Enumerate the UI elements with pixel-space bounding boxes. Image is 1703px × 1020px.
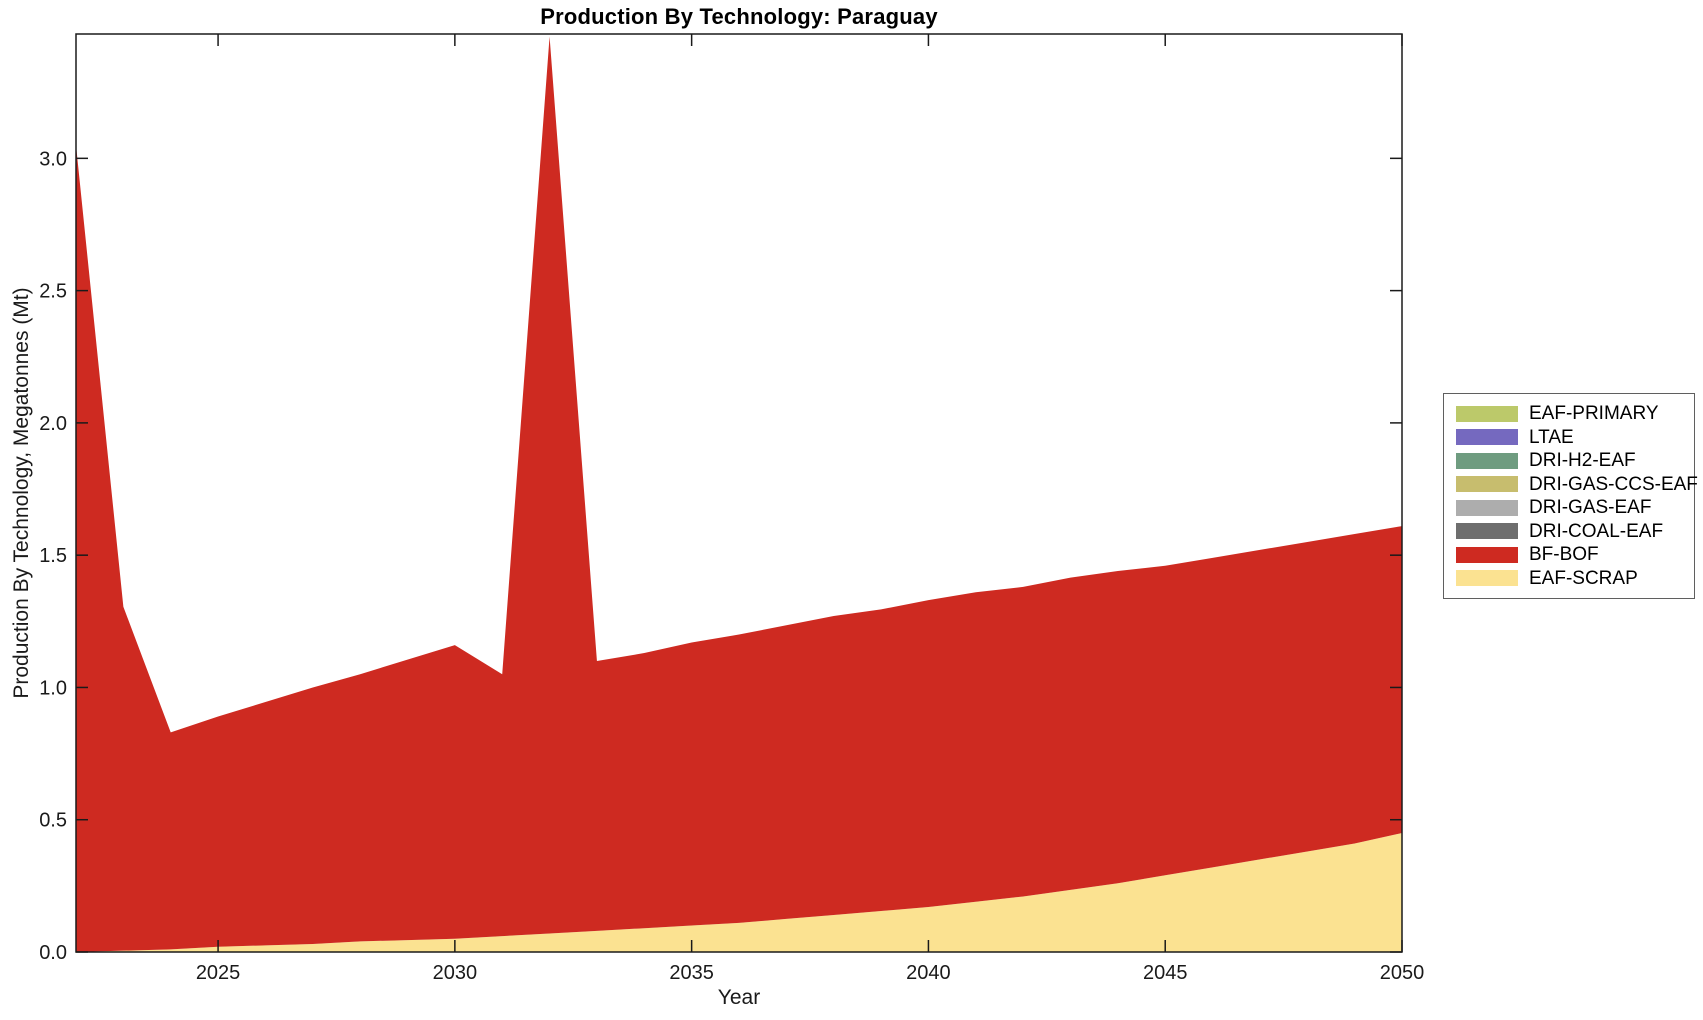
legend-item-ltae: LTAE [1456,426,1684,450]
y-tick-label: 2.0 [39,413,67,435]
x-tick-label: 2040 [906,962,951,984]
legend-item-eaf-scrap: EAF-SCRAP [1456,567,1684,591]
legend-label: EAF-PRIMARY [1529,403,1659,425]
legend-item-eaf-primary: EAF-PRIMARY [1456,402,1684,426]
y-tick-label: 1.0 [39,677,67,699]
y-tick-label: 2.5 [39,281,67,303]
chart-title: Production By Technology: Paraguay [540,4,938,29]
legend-swatch-icon [1456,570,1518,587]
legend-swatch-icon [1456,476,1518,493]
legend-item-dri-coal-eaf: DRI-COAL-EAF [1456,520,1684,544]
x-axis-label: Year [717,986,761,1009]
x-tick-label: 2035 [669,962,714,984]
y-tick-label: 1.5 [39,545,67,567]
legend-label: BF-BOF [1529,544,1599,566]
area-series-eaf-scrap [76,832,1402,952]
y-tick-label: 0.0 [39,942,67,964]
legend-label: EAF-SCRAP [1529,567,1638,589]
legend-item-dri-gas-eaf: DRI-GAS-EAF [1456,496,1684,520]
x-tick-label: 2050 [1380,962,1425,984]
legend-swatch-icon [1456,546,1518,563]
legend-swatch-icon [1456,405,1518,422]
legend-swatch-icon [1456,452,1518,469]
legend-label: DRI-GAS-EAF [1529,497,1652,519]
legend-label: LTAE [1529,426,1574,448]
y-axis-label: Production By Technology, Megatonnes (Mt… [10,287,33,699]
area-series-bf-bof [76,36,1402,952]
legend-swatch-icon [1456,429,1518,446]
legend-label: DRI-GAS-CCS-EAF [1529,473,1698,495]
y-tick-label: 3.0 [39,148,67,170]
legend-item-dri-gas-ccs-eaf: DRI-GAS-CCS-EAF [1456,473,1698,497]
legend-swatch-icon [1456,499,1518,516]
y-tick-label: 0.5 [39,810,67,832]
legend-swatch-icon [1456,523,1518,540]
legend-item-bf-bof: BF-BOF [1456,543,1684,567]
x-tick-label: 2045 [1143,962,1188,984]
legend-item-dri-h2-eaf: DRI-H2-EAF [1456,449,1684,473]
plot-border [75,33,1403,953]
x-tick-label: 2025 [196,962,241,984]
legend-label: DRI-H2-EAF [1529,450,1636,472]
legend: EAF-PRIMARY LTAE DRI-H2-EAF DRI-GAS-CCS-EAF… [1443,393,1698,599]
legend-label: DRI-COAL-EAF [1529,520,1664,542]
x-tick-label: 2030 [433,962,478,984]
